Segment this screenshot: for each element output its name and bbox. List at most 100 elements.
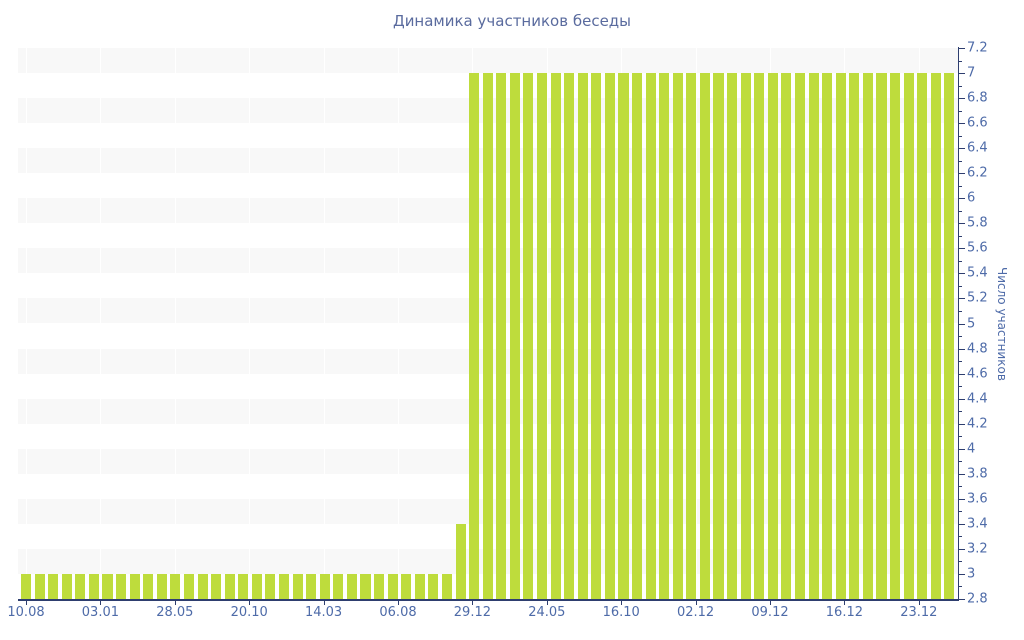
bar: [944, 73, 955, 599]
x-tick-label: 16.12: [825, 605, 863, 620]
bar: [632, 73, 643, 599]
vertical-gridline: [546, 48, 548, 599]
y-major-tick: [959, 548, 965, 550]
y-minor-tick: [959, 85, 962, 87]
y-major-tick: [959, 498, 965, 500]
x-tick-label: 02.12: [676, 605, 715, 620]
bar: [211, 573, 222, 599]
x-tick: [546, 600, 548, 605]
bar: [496, 73, 507, 599]
bar: [849, 73, 860, 599]
y-major-tick: [959, 348, 965, 350]
bar: [659, 73, 670, 599]
bar: [686, 73, 697, 599]
y-major-tick: [959, 73, 965, 75]
x-tick: [323, 600, 325, 605]
y-tick-label: 3.2: [967, 541, 988, 557]
y-minor-tick: [959, 461, 962, 463]
bar: [645, 73, 656, 599]
y-tick-label: 6: [967, 190, 976, 206]
vertical-gridline: [249, 48, 251, 599]
bar: [401, 573, 412, 599]
y-minor-tick: [959, 486, 962, 488]
bar: [876, 73, 887, 599]
bar: [414, 573, 425, 599]
y-tick-label: 5.8: [967, 215, 988, 231]
bar: [238, 573, 249, 599]
x-tick: [174, 600, 176, 605]
x-tick: [398, 600, 399, 605]
bar: [699, 73, 710, 599]
vertical-gridline: [174, 48, 176, 599]
y-major-tick: [959, 398, 965, 400]
y-axis-line: [958, 47, 959, 601]
x-tick-label: 23.12: [900, 605, 938, 620]
y-minor-tick: [959, 536, 962, 538]
y-tick-label: 6.8: [967, 90, 988, 106]
bar: [469, 73, 480, 599]
y-tick-label: 6.2: [967, 165, 988, 181]
bar: [346, 573, 357, 599]
bar: [441, 573, 452, 599]
chart-title: Динамика участников беседы: [392, 12, 632, 30]
y-major-tick: [959, 599, 965, 600]
bar: [292, 573, 303, 599]
y-major-tick: [959, 148, 965, 150]
y-major-tick: [959, 323, 965, 325]
y-tick-label: 5.6: [967, 240, 988, 256]
x-tick: [695, 600, 697, 605]
y-tick-label: 2.8: [967, 591, 988, 607]
bar: [727, 73, 738, 599]
y-axis-title: Число участников: [995, 266, 1009, 381]
bar: [34, 573, 45, 599]
y-tick-label: 4.4: [967, 391, 988, 407]
y-tick-label: 3.6: [967, 491, 988, 507]
y-minor-tick: [959, 436, 962, 438]
bar: [183, 573, 195, 599]
y-tick-label: 5.4: [967, 265, 988, 281]
bar: [21, 573, 32, 599]
vertical-gridline: [100, 48, 102, 599]
y-tick-label: 3.8: [967, 466, 988, 482]
y-major-tick: [959, 423, 965, 425]
bar: [224, 573, 235, 599]
bar: [319, 573, 330, 599]
y-tick-label: 4: [967, 441, 976, 457]
bar: [48, 573, 59, 599]
bar: [116, 573, 127, 599]
y-major-tick: [959, 273, 965, 275]
bar: [740, 73, 751, 599]
bar: [591, 73, 602, 599]
y-minor-tick: [959, 310, 962, 312]
bar: [170, 573, 181, 599]
x-tick-label: 28.05: [156, 605, 194, 620]
vertical-gridline: [323, 48, 325, 599]
x-tick-label: 09.12: [751, 605, 789, 620]
x-tick-label: 10.08: [7, 605, 45, 620]
bar: [143, 573, 154, 599]
bar: [306, 573, 317, 599]
y-minor-tick: [959, 185, 962, 187]
y-minor-tick: [959, 511, 962, 513]
y-major-tick: [959, 373, 965, 375]
y-minor-tick: [959, 586, 962, 588]
x-tick-label: 14.03: [304, 605, 343, 620]
y-tick-label: 4.8: [967, 341, 988, 357]
x-tick: [844, 600, 846, 605]
bar: [387, 573, 398, 599]
bar: [604, 73, 615, 599]
vertical-gridline: [398, 48, 399, 599]
bar: [482, 73, 493, 599]
vertical-gridline: [26, 48, 27, 599]
bar: [428, 573, 439, 599]
x-tick: [100, 600, 102, 605]
y-major-tick: [959, 48, 965, 49]
y-tick-label: 7: [967, 65, 976, 81]
bar: [794, 73, 806, 599]
y-tick-label: 3: [967, 566, 976, 582]
y-tick-label: 4.6: [967, 366, 988, 382]
y-minor-tick: [959, 110, 962, 112]
plot-area: 7.2 7 6.8 6.6 6.4 6.2 6 5.8 5.6 5.4 5.2 5 4.8 4.6 4.4 4…: [7, 41, 987, 621]
y-tick-label: 5: [967, 316, 976, 331]
y-major-tick: [959, 173, 965, 175]
